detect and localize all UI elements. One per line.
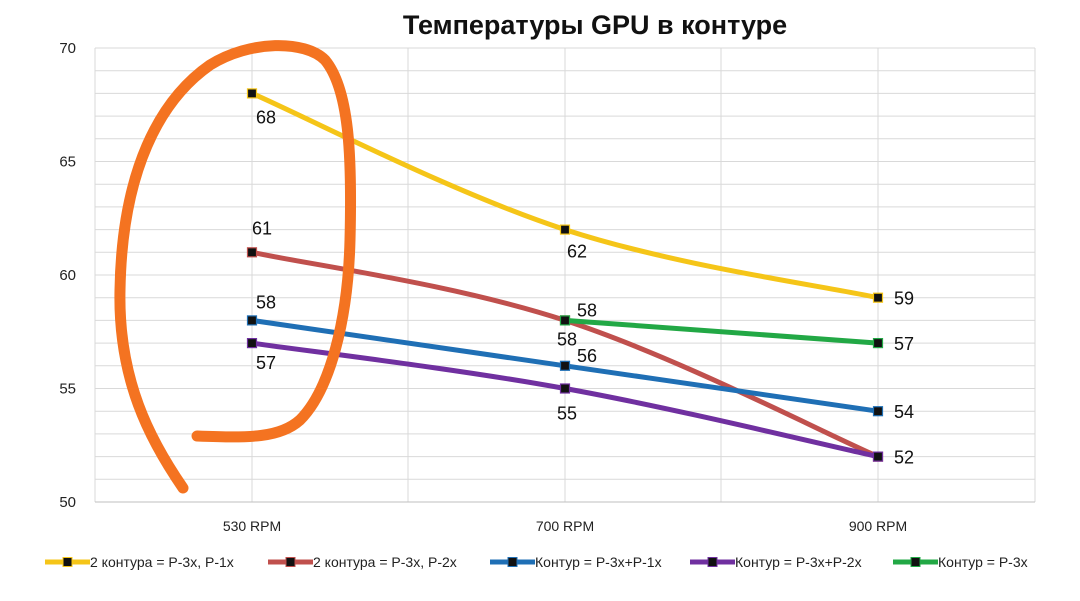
- legend-label: 2 контура = Р-3х, Р-2х: [313, 554, 457, 570]
- data-label: 58: [256, 292, 276, 312]
- legend-label: Контур = Р-3х+Р-1х: [535, 554, 662, 570]
- data-label: 61: [252, 218, 272, 238]
- data-label: 68: [256, 107, 276, 127]
- orange-annotation-circle: [114, 40, 357, 494]
- data-point: [559, 315, 571, 326]
- data-label: 56: [577, 346, 597, 366]
- data-label: 52: [894, 448, 914, 468]
- y-tick-label: 50: [59, 494, 76, 511]
- data-point: [246, 315, 258, 326]
- data-label: 55: [557, 404, 577, 424]
- legend-swatch-marker: [507, 557, 518, 567]
- data-point: [872, 338, 884, 349]
- legend-swatch-marker: [910, 557, 921, 567]
- data-label: 59: [894, 289, 914, 309]
- data-label: 58: [557, 329, 577, 349]
- y-axis: 50 55 60 65 70: [59, 40, 76, 511]
- chart-title: Температуры GPU в контуре: [403, 10, 787, 40]
- data-point: [246, 247, 258, 258]
- data-label: 58: [577, 300, 597, 320]
- data-label: 54: [894, 402, 914, 422]
- legend-label: Контур = Р-3х: [938, 554, 1028, 570]
- data-label: 57: [256, 353, 276, 373]
- series-line: [562, 317, 881, 346]
- data-point: [559, 360, 571, 371]
- y-tick-label: 60: [59, 267, 76, 284]
- data-point: [872, 406, 884, 417]
- legend-label: Контур = Р-3х+Р-2х: [735, 554, 862, 570]
- data-point: [246, 88, 258, 99]
- legend: 2 контура = Р-3х, Р-1х 2 контура = Р-3х, …: [45, 554, 1028, 570]
- x-tick-label: 700 RPM: [536, 518, 594, 534]
- x-tick-label: 530 RPM: [223, 518, 281, 534]
- legend-swatch-marker: [707, 557, 718, 567]
- x-axis: 530 RPM 700 RPM 900 RPM: [223, 518, 907, 534]
- y-tick-label: 70: [59, 40, 76, 57]
- data-point: [559, 383, 571, 394]
- legend-label: 2 контура = Р-3х, Р-1х: [90, 554, 234, 570]
- y-tick-label: 55: [59, 381, 76, 398]
- y-tick-label: 65: [59, 154, 76, 171]
- data-point: [559, 224, 571, 235]
- data-point: [246, 338, 258, 349]
- data-label: 57: [894, 334, 914, 354]
- legend-swatch-marker: [285, 557, 296, 567]
- data-point: [872, 292, 884, 303]
- data-label: 62: [567, 242, 587, 262]
- legend-swatch-marker: [62, 557, 73, 567]
- data-point: [872, 451, 884, 462]
- x-tick-label: 900 RPM: [849, 518, 907, 534]
